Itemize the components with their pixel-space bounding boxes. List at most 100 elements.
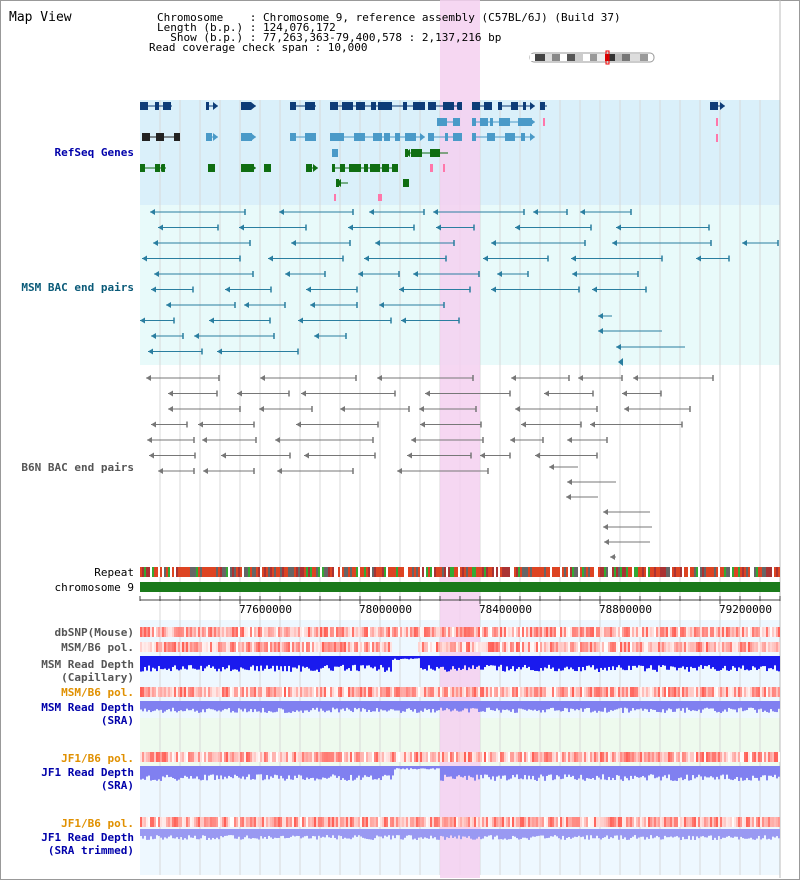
jf1-pol2-heat — [334, 817, 336, 827]
jf1-sra-depth — [638, 766, 640, 778]
track-label-jf1-pol2[interactable]: JF1/B6 pol. — [61, 817, 134, 830]
jf1-trimmed-depth — [746, 829, 748, 839]
dbsnp-heat — [292, 627, 294, 637]
jf1-pol-heat — [202, 752, 204, 762]
msm-pol-heat — [252, 642, 254, 652]
jf1-trimmed-depth — [202, 829, 204, 836]
msm-pol2-heat — [642, 687, 644, 697]
jf1-sra-depth — [526, 766, 528, 780]
msm-bac-pair-end — [533, 209, 538, 215]
msm-pol-heat — [566, 642, 568, 652]
repeat-block — [468, 567, 470, 577]
jf1-pol2-heat — [724, 817, 726, 827]
repeat-block — [650, 567, 652, 577]
msm-pol-heat — [218, 642, 220, 652]
msm-pol-heat — [646, 642, 648, 652]
msm-pol-heat — [320, 642, 322, 652]
msm-bac-pair-end — [166, 302, 171, 308]
dbsnp-heat — [680, 627, 682, 637]
track-label-msm-bac[interactable]: MSM BAC end pairs — [21, 281, 134, 294]
jf1-trimmed-depth — [404, 829, 406, 838]
msm-pol2-heat — [308, 687, 310, 697]
jf1-pol-heat — [196, 752, 198, 762]
msm-sra-depth — [452, 701, 454, 711]
msm-capillary-depth — [170, 656, 172, 672]
jf1-sra-depth — [632, 766, 634, 779]
repeat-block — [420, 567, 422, 577]
jf1-trimmed-depth — [188, 829, 190, 836]
jf1-pol-heat — [432, 752, 434, 762]
dbsnp-heat — [586, 627, 588, 637]
msm-capillary-depth — [242, 656, 244, 669]
jf1-pol-heat — [436, 752, 438, 762]
jf1-pol-heat — [286, 752, 288, 762]
msm-sra-depth — [200, 701, 202, 713]
jf1-pol-heat — [726, 752, 728, 762]
msm-capillary-depth — [726, 656, 728, 671]
jf1-trimmed-depth — [190, 829, 192, 838]
msm-pol2-heat — [672, 687, 674, 697]
track-label-jf1-depth-trimmed[interactable]: JF1 Read Depth (SRA trimmed) — [41, 831, 134, 857]
msm-pol-heat — [758, 642, 760, 652]
length-info: Length (b.p.) : 124,076,172 — [157, 21, 336, 34]
repeat-block — [594, 567, 596, 577]
msm-sra-depth — [654, 701, 656, 710]
repeat-block — [176, 567, 178, 577]
track-label-msm-pol1[interactable]: MSM/B6 pol. — [61, 641, 134, 654]
msm-pol-heat — [274, 642, 276, 652]
msm-sra-depth — [422, 701, 424, 712]
msm-pol2-heat — [388, 687, 390, 697]
track-label-dbsnp[interactable]: dbSNP(Mouse) — [54, 626, 134, 639]
jf1-pol2-heat — [644, 817, 646, 827]
dbsnp-heat — [354, 627, 356, 637]
jf1-trimmed-depth — [414, 829, 416, 839]
msm-pol2-heat — [200, 687, 202, 697]
track-label-jf1-pol1[interactable]: JF1/B6 pol. — [61, 752, 134, 765]
repeat-block — [494, 567, 496, 577]
dbsnp-heat — [760, 627, 762, 637]
repeat-block — [384, 567, 386, 577]
jf1-sra-depth — [140, 766, 142, 780]
jf1-sra-depth — [198, 766, 200, 780]
jf1-sra-depth — [664, 766, 666, 776]
jf1-pol-heat — [486, 752, 488, 762]
jf1-sra-depth — [536, 766, 538, 781]
msm-capillary-depth — [308, 656, 310, 669]
msm-pol2-heat — [694, 687, 696, 697]
msm-pol2-heat — [530, 687, 532, 697]
msm-capillary-depth — [360, 656, 362, 666]
msm-pol-heat — [674, 642, 676, 652]
dbsnp-heat — [432, 627, 434, 637]
msm-sra-depth — [660, 701, 662, 713]
jf1-pol2-heat — [170, 817, 172, 827]
dbsnp-heat — [576, 627, 578, 637]
b6n-bac-pair-end — [158, 468, 163, 474]
track-label-b6n-bac[interactable]: B6N BAC end pairs — [21, 461, 134, 474]
msm-pol2-heat — [690, 687, 692, 697]
jf1-trimmed-depth — [778, 829, 780, 839]
jf1-pol-heat — [368, 752, 370, 762]
track-label-jf1-depth-sra[interactable]: JF1 Read Depth (SRA) — [41, 766, 134, 792]
repeat-block — [238, 567, 240, 577]
jf1-sra-depth — [556, 766, 558, 776]
msm-capillary-depth — [574, 656, 576, 671]
track-label-msm-pol2[interactable]: MSM/B6 pol. — [61, 686, 134, 699]
dbsnp-heat — [472, 627, 474, 637]
jf1-sra-depth — [578, 766, 580, 779]
repeat-block — [622, 567, 624, 577]
jf1-sra-depth — [436, 766, 438, 769]
jf1-pol2-heat — [422, 817, 424, 827]
msm-pol-heat — [480, 642, 482, 652]
track-label-msm-depth-sra[interactable]: MSM Read Depth (SRA) — [41, 701, 134, 727]
jf1-pol2-heat — [418, 817, 420, 827]
track-label-refseq[interactable]: RefSeq Genes — [54, 146, 134, 159]
track-label-msm-depth-capillary[interactable]: MSM Read Depth (Capillary) — [41, 658, 134, 684]
msm-capillary-depth — [384, 656, 386, 672]
msm-capillary-depth — [310, 656, 312, 671]
jf1-pol2-heat — [736, 817, 738, 827]
jf1-sra-depth — [312, 766, 314, 778]
msm-pol-heat — [358, 642, 360, 652]
dbsnp-heat — [524, 627, 526, 637]
jf1-pol2-heat — [348, 817, 350, 827]
